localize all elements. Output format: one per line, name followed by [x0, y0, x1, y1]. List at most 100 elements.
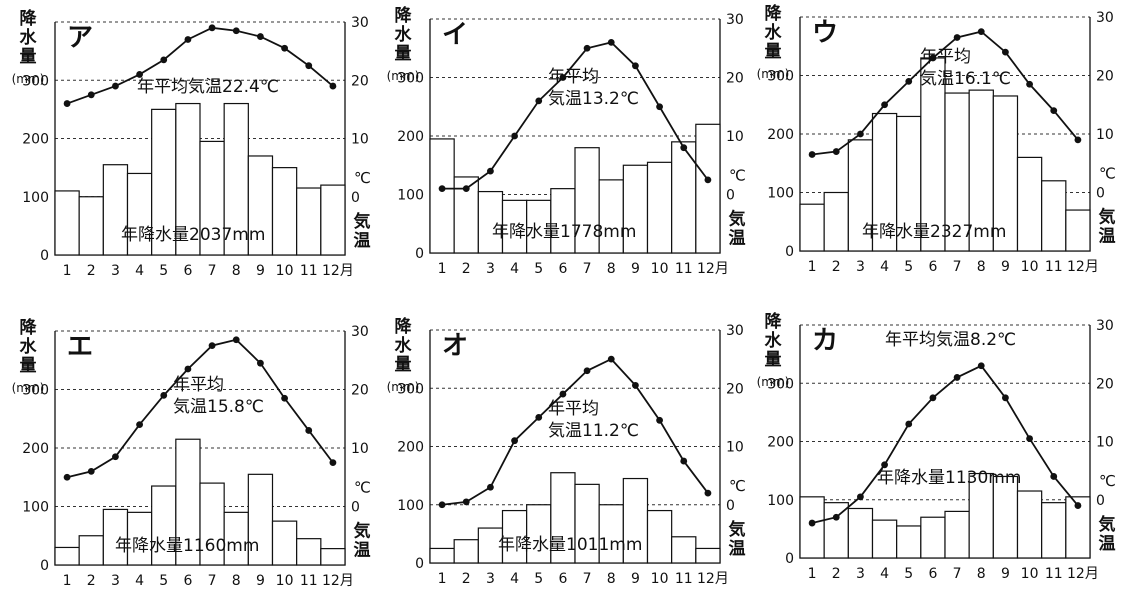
- precip-tick-label: 100: [397, 188, 424, 204]
- temp-point: [929, 54, 937, 62]
- precip-unit-label: (mm): [12, 381, 45, 395]
- temp-line: [811, 30, 1079, 156]
- month-label: 8: [607, 571, 616, 587]
- temp-tick-label: 30: [351, 324, 369, 340]
- precip-unit-label: (mm): [387, 69, 420, 83]
- precip-axis-label: 量: [395, 354, 412, 375]
- month-label: 12月: [322, 573, 354, 589]
- precip-axis-label: 水: [765, 330, 783, 351]
- precip-axis-label: 水: [395, 335, 413, 356]
- temp-line: [66, 338, 334, 479]
- temp-point: [438, 501, 446, 509]
- month-label: 3: [111, 573, 120, 589]
- precip-bar: [296, 538, 322, 566]
- precip-bar: [1065, 209, 1091, 252]
- precip-bar: [199, 482, 225, 566]
- temp-tick-label: 0: [1096, 186, 1105, 202]
- temp-tick-label: 10: [351, 441, 369, 457]
- precip-bar: [574, 147, 600, 254]
- temp-point: [680, 457, 688, 465]
- temp-unit-label: ℃: [1099, 165, 1116, 183]
- annual-precip-note: 年降水量1011mm: [498, 535, 642, 555]
- precip-axis-label: 降: [395, 316, 413, 337]
- month-label: 12月: [1067, 259, 1099, 275]
- annual-temp-note: 気温11.2℃: [548, 421, 639, 441]
- month-label: 6: [928, 259, 937, 275]
- precip-bar: [920, 57, 946, 252]
- temp-point: [511, 132, 518, 140]
- precip-bar: [102, 508, 129, 566]
- annual-temp-note: 年平均: [548, 399, 599, 419]
- temp-tick-label: 20: [1096, 69, 1114, 85]
- temp-tick-label: 30: [1096, 10, 1114, 26]
- month-label: 2: [87, 263, 96, 279]
- month-label: 6: [558, 571, 567, 587]
- temp-point: [559, 390, 567, 398]
- temp-point: [1026, 435, 1033, 442]
- precip-bar: [695, 123, 721, 254]
- temp-line: [442, 41, 709, 190]
- temp-point: [112, 453, 119, 461]
- temp-point: [583, 44, 591, 52]
- precip-bar: [799, 203, 825, 252]
- temp-tick-label: 0: [351, 500, 360, 516]
- month-label: 8: [232, 263, 241, 279]
- precip-bar: [944, 92, 970, 252]
- temp-point: [208, 24, 216, 32]
- month-label: 10: [1021, 566, 1039, 582]
- month-label: 12月: [697, 261, 729, 277]
- temp-axis-label: 温: [354, 541, 371, 561]
- precip-bar: [598, 504, 624, 564]
- temp-point: [305, 427, 313, 434]
- precip-tick-label: 300: [22, 73, 49, 89]
- precip-tick-label: 0: [785, 244, 794, 260]
- precip-tick-label: 100: [22, 500, 49, 516]
- month-label: 1: [438, 571, 447, 587]
- temp-unit-label: ℃: [1099, 472, 1116, 490]
- month-label: 4: [510, 261, 519, 277]
- month-label: 2: [462, 261, 471, 277]
- temp-point: [232, 27, 240, 35]
- temp-line: [66, 26, 334, 105]
- precip-bar: [799, 496, 825, 559]
- precip-bar: [622, 477, 649, 564]
- month-label: 9: [256, 573, 265, 589]
- month-label: 8: [977, 259, 986, 275]
- temp-point: [208, 342, 216, 350]
- precip-axis-label: 量: [395, 43, 412, 64]
- precip-bar: [871, 519, 898, 559]
- precip-bar: [920, 516, 946, 559]
- temp-tick-label: 10: [726, 129, 744, 145]
- temp-point: [953, 374, 961, 381]
- precip-unit-label: (mm): [757, 67, 790, 81]
- month-label: 3: [111, 263, 120, 279]
- precip-axis-label: 降: [20, 8, 38, 29]
- month-label: 6: [183, 573, 192, 589]
- temp-tick-label: 20: [1096, 376, 1114, 392]
- panel-letter: オ: [442, 331, 468, 361]
- temp-point: [977, 28, 985, 36]
- month-label: 9: [256, 263, 265, 279]
- temp-point: [607, 39, 615, 46]
- month-label: 7: [208, 263, 217, 279]
- month-label: 11: [1045, 259, 1063, 275]
- precip-unit-label: (mm): [12, 72, 45, 86]
- temp-tick-label: 20: [726, 381, 744, 397]
- month-label: 4: [880, 259, 889, 275]
- temp-point: [160, 391, 168, 399]
- temp-tick-label: 0: [351, 190, 360, 206]
- panel-letter: イ: [442, 20, 468, 50]
- precip-tick-label: 0: [415, 556, 424, 572]
- precip-tick-label: 0: [785, 551, 794, 567]
- temp-point: [929, 394, 937, 402]
- precip-tick-label: 100: [22, 190, 49, 206]
- temp-point: [953, 34, 961, 41]
- temp-point: [559, 74, 567, 81]
- temp-point: [977, 362, 985, 370]
- precip-axis-label: 水: [395, 24, 413, 45]
- annual-temp-note: 気温15.8℃: [173, 397, 264, 417]
- temp-unit-label: ℃: [729, 477, 746, 495]
- precip-bar: [501, 509, 528, 564]
- precip-bar: [429, 547, 455, 564]
- annual-temp-note: 年平均気温22.4℃: [137, 77, 279, 97]
